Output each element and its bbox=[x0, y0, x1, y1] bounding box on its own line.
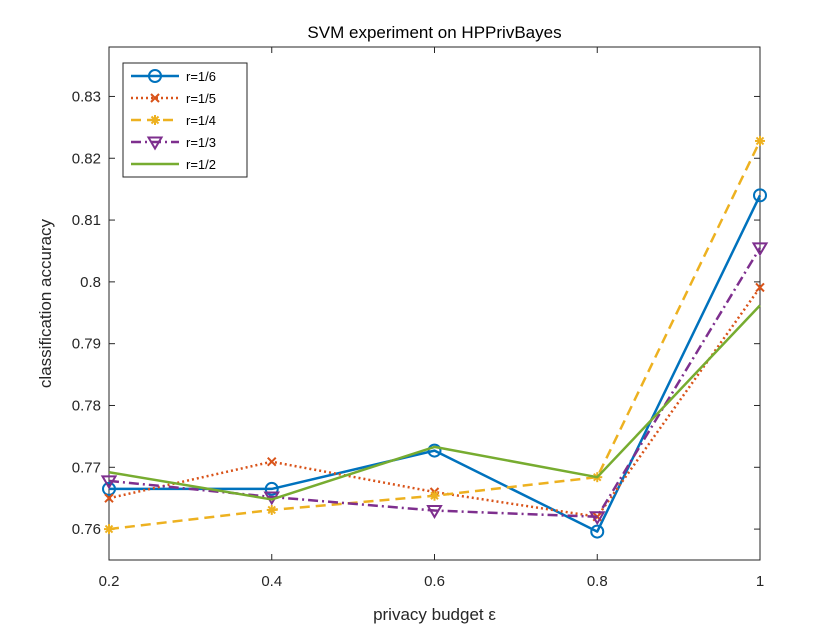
legend-entry: r=1/5 bbox=[131, 91, 216, 106]
y-tick-label: 0.77 bbox=[72, 459, 101, 476]
chart-title: SVM experiment on HPPrivBayes bbox=[307, 23, 561, 42]
data-point bbox=[100, 475, 118, 490]
y-axis-label: classification accuracy bbox=[36, 218, 55, 388]
y-tick-label: 0.79 bbox=[72, 336, 101, 353]
y-tick-label: 0.78 bbox=[72, 397, 101, 414]
x-tick-label: 0.8 bbox=[587, 573, 608, 590]
series-line bbox=[108, 286, 762, 518]
series-group bbox=[104, 135, 765, 535]
y-tick-label: 0.76 bbox=[72, 521, 101, 538]
data-point bbox=[102, 481, 116, 496]
legend-box bbox=[122, 62, 248, 178]
legend-entry: r=1/4 bbox=[131, 113, 216, 128]
data-point bbox=[753, 188, 767, 203]
legend-label: r=1/4 bbox=[186, 113, 216, 128]
axis-ticks: 0.2 0.4 0.6 0.8 10.760.770.780.790.80.810.82… bbox=[72, 47, 764, 590]
x-tick-label: 0.6 bbox=[424, 573, 445, 590]
y-tick-label: 0.82 bbox=[72, 150, 101, 167]
data-point bbox=[264, 481, 279, 496]
legend-label: r=1/3 bbox=[186, 135, 216, 150]
x-tick-label: 1 bbox=[756, 573, 764, 590]
legend: r=1/6 r=1/5 r=1/4 r=1/3 r=1/2 bbox=[122, 62, 248, 178]
data-point bbox=[427, 443, 442, 458]
data-point bbox=[429, 490, 440, 501]
legend-label: r=1/2 bbox=[186, 157, 216, 172]
series-layer bbox=[100, 135, 769, 539]
x-tick-label: 0.2 bbox=[99, 573, 120, 590]
data-point bbox=[590, 524, 605, 539]
data-point bbox=[104, 524, 114, 535]
legend-marker bbox=[150, 115, 160, 125]
data-point bbox=[267, 457, 277, 467]
series-group bbox=[104, 282, 765, 522]
legend-label: r=1/5 bbox=[186, 91, 216, 106]
legend-entry: r=1/2 bbox=[131, 157, 216, 172]
y-tick-label: 0.83 bbox=[72, 88, 101, 105]
series-line bbox=[108, 304, 761, 501]
legend-marker bbox=[150, 93, 160, 103]
data-point bbox=[426, 505, 443, 520]
legend-label: r=1/6 bbox=[186, 69, 216, 84]
data-point bbox=[104, 493, 114, 503]
y-tick-label: 0.8 bbox=[80, 274, 101, 291]
data-point bbox=[751, 242, 769, 257]
data-point bbox=[755, 282, 765, 293]
series-group bbox=[108, 304, 761, 501]
legend-entry: r=1/6 bbox=[131, 69, 216, 84]
y-tick-label: 0.81 bbox=[72, 212, 101, 229]
legend-marker bbox=[146, 136, 164, 151]
legend-marker bbox=[148, 69, 162, 83]
data-point bbox=[266, 504, 277, 515]
legend-entry: r=1/3 bbox=[131, 135, 216, 151]
x-axis-label: privacy budget ε bbox=[373, 605, 496, 624]
data-point bbox=[755, 135, 765, 146]
x-tick-label: 0.4 bbox=[261, 573, 282, 590]
data-point bbox=[588, 511, 606, 526]
